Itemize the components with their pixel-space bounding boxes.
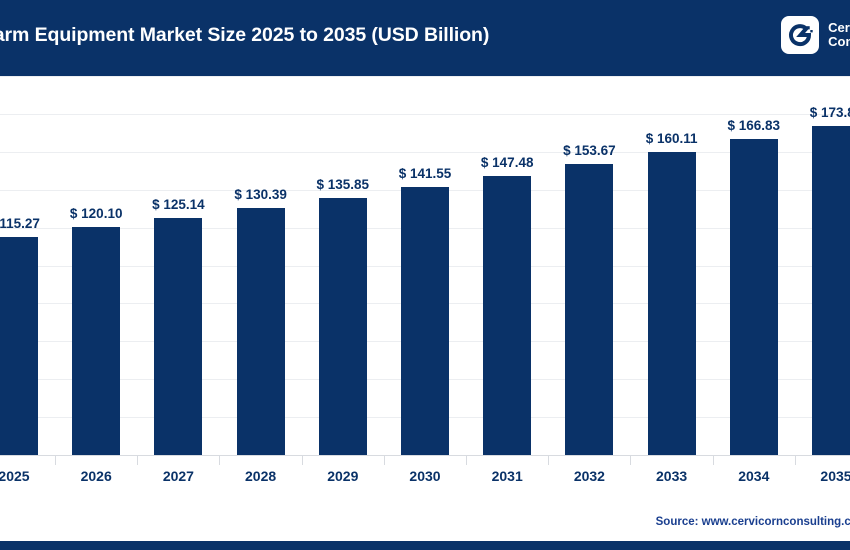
x-axis: 2025 2026 2027 2028 2029 2030 2031 2032 2033 2034… bbox=[0, 456, 850, 502]
x-axis-label-2034: 2034 bbox=[738, 468, 770, 484]
x-axis-tick bbox=[548, 456, 550, 465]
x-axis-line bbox=[0, 455, 850, 456]
bar-value-label-2034: $ 166.83 bbox=[727, 117, 781, 133]
x-axis-tick bbox=[55, 456, 56, 465]
brand-name: Cervicorn Consulting bbox=[828, 21, 850, 49]
bar-2025[interactable] bbox=[0, 236, 38, 455]
bar-2035[interactable] bbox=[812, 125, 850, 455]
chart-header: Farm Equipment Market Size 2025 to 2035 … bbox=[0, 0, 850, 76]
x-axis-label-2030: 2030 bbox=[409, 468, 441, 484]
bar-value-label-2033: $ 160.11 bbox=[645, 130, 698, 146]
x-axis-label-2028: 2028 bbox=[245, 468, 277, 484]
x-axis-label-2031: 2031 bbox=[491, 468, 523, 484]
x-axis-tick bbox=[466, 456, 467, 465]
x-axis-label-2032: 2032 bbox=[573, 468, 605, 484]
cervicorn-logo-icon bbox=[781, 16, 820, 54]
x-axis-tick bbox=[630, 456, 632, 465]
bar-value-label-2029: $ 135.85 bbox=[316, 176, 370, 192]
bar-value-label-2030: $ 141.55 bbox=[398, 165, 452, 181]
bar-value-label-2028: $ 130.39 bbox=[234, 186, 287, 202]
bar-value-label-2027: $ 125.14 bbox=[152, 196, 205, 212]
gridline bbox=[0, 151, 850, 153]
x-axis-tick bbox=[712, 456, 714, 465]
plot-area: $ 115.27 $ 120.10 $ 125.14 $ 130.39 $ 135.85… bbox=[0, 76, 850, 456]
brand-logo: Cervicorn Consulting bbox=[781, 16, 850, 54]
bar-2030[interactable] bbox=[401, 186, 449, 455]
x-axis-label-2025: 2025 bbox=[0, 468, 30, 484]
x-axis-tick bbox=[137, 456, 139, 465]
bar-2028[interactable] bbox=[236, 207, 285, 455]
bar-2026[interactable] bbox=[72, 227, 121, 455]
page-title: Farm Equipment Market Size 2025 to 2035 … bbox=[0, 24, 490, 46]
brand-name-line2: Consulting bbox=[828, 34, 850, 49]
source-note: Source: www.cervicornconsulting.com bbox=[655, 516, 850, 528]
bar-2031[interactable] bbox=[483, 175, 532, 455]
x-axis-tick bbox=[383, 456, 385, 465]
x-axis-tick bbox=[219, 456, 221, 465]
bar-2034[interactable] bbox=[729, 138, 778, 455]
bar-value-label-2026: $ 120.10 bbox=[69, 206, 123, 222]
x-axis-tick bbox=[301, 456, 303, 465]
gridline bbox=[0, 76, 850, 77]
bar-value-label-2031: $ 147.48 bbox=[480, 154, 534, 170]
x-axis-label-2035: 2035 bbox=[820, 468, 850, 484]
bar-value-label-2025: $ 115.27 bbox=[0, 215, 40, 231]
gridline bbox=[0, 113, 850, 115]
bar-value-label-2032: $ 153.67 bbox=[563, 142, 616, 158]
bar-value-label-2035: $ 173.85 bbox=[809, 104, 850, 120]
x-axis-label-2027: 2027 bbox=[162, 468, 194, 484]
bar-2033[interactable] bbox=[647, 151, 696, 455]
x-axis-tick bbox=[794, 456, 796, 465]
x-axis-label-2029: 2029 bbox=[327, 468, 359, 484]
footer-accent-bar bbox=[0, 541, 850, 550]
bar-2027[interactable] bbox=[154, 217, 203, 455]
x-axis-label-2026: 2026 bbox=[80, 468, 112, 484]
bar-2029[interactable] bbox=[318, 197, 367, 455]
brand-name-line1: Cervicorn bbox=[828, 20, 850, 35]
x-axis-label-2033: 2033 bbox=[656, 468, 688, 484]
bar-2032[interactable] bbox=[565, 163, 614, 455]
